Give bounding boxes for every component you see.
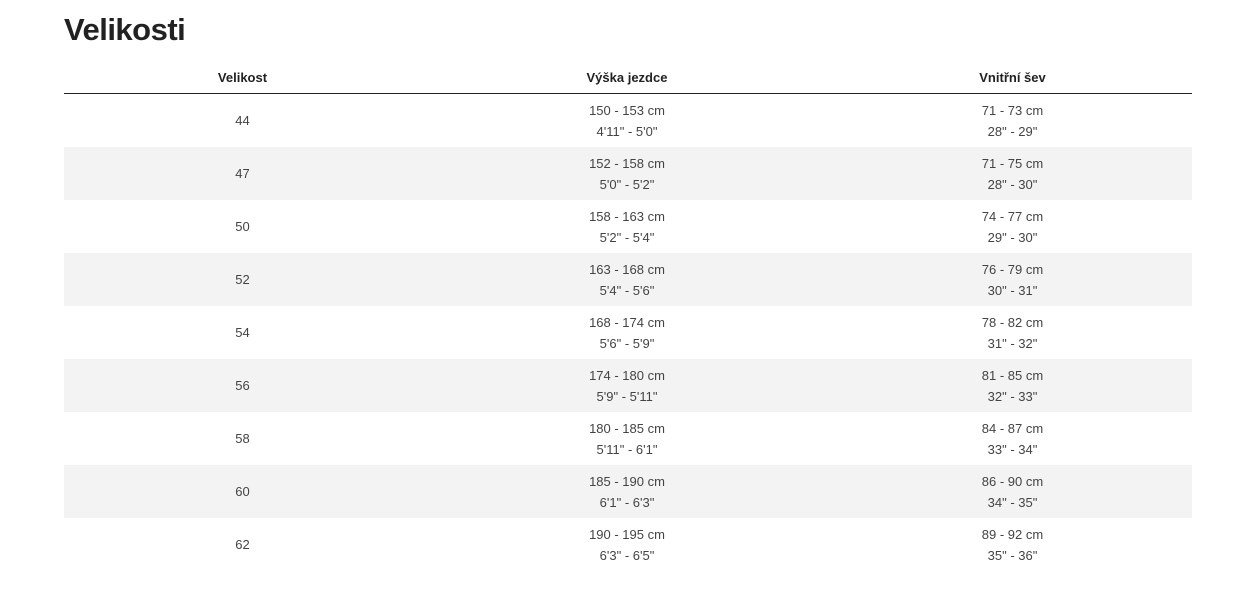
inseam-in: 33" - 34" <box>987 441 1038 457</box>
size-cell: 50 <box>64 200 421 253</box>
inseam-cm: 86 - 90 cm <box>981 473 1044 489</box>
height-ft: 6'3" - 6'5" <box>599 547 655 563</box>
height-ft: 5'0" - 5'2" <box>599 176 655 192</box>
inseam-in: 28" - 30" <box>987 176 1038 192</box>
size-cell: 54 <box>64 306 421 359</box>
height-ft: 5'4" - 5'6" <box>599 282 655 298</box>
height-ft: 5'11" - 6'1" <box>596 441 658 457</box>
size-cell: 52 <box>64 253 421 306</box>
height-cm: 158 - 163 cm <box>589 208 665 224</box>
rider-height-cell: 163 - 168 cm 5'4" - 5'6" <box>421 253 833 306</box>
inseam-cell: 86 - 90 cm 34" - 35" <box>833 465 1192 518</box>
size-value: 54 <box>235 325 250 340</box>
inseam-cm: 71 - 75 cm <box>981 155 1044 171</box>
inseam-cm: 74 - 77 cm <box>981 208 1044 224</box>
inseam-cell: 84 - 87 cm 33" - 34" <box>833 412 1192 465</box>
rider-height-cell: 190 - 195 cm 6'3" - 6'5" <box>421 518 833 571</box>
inseam-in: 32" - 33" <box>987 388 1038 404</box>
inseam-cm: 81 - 85 cm <box>981 367 1044 383</box>
inseam-in: 30" - 31" <box>987 282 1038 298</box>
height-cm: 180 - 185 cm <box>589 420 665 436</box>
height-cm: 150 - 153 cm <box>589 102 665 118</box>
inseam-cm: 76 - 79 cm <box>981 261 1044 277</box>
table-row: 56 174 - 180 cm 5'9" - 5'11" 81 - 85 cm 32" … <box>64 359 1192 412</box>
height-cm: 185 - 190 cm <box>589 473 665 489</box>
inseam-cell: 78 - 82 cm 31" - 32" <box>833 306 1192 359</box>
inseam-in: 29" - 30" <box>987 229 1038 245</box>
rider-height-cell: 150 - 153 cm 4'11" - 5'0" <box>421 94 833 148</box>
size-value: 44 <box>235 113 250 128</box>
size-value: 60 <box>235 484 250 499</box>
size-value: 62 <box>235 537 250 552</box>
rider-height-cell: 158 - 163 cm 5'2" - 5'4" <box>421 200 833 253</box>
table-row: 62 190 - 195 cm 6'3" - 6'5" 89 - 92 cm 35" -… <box>64 518 1192 571</box>
table-row: 60 185 - 190 cm 6'1" - 6'3" 86 - 90 cm 34" -… <box>64 465 1192 518</box>
size-cell: 44 <box>64 94 421 148</box>
size-cell: 56 <box>64 359 421 412</box>
inseam-cell: 76 - 79 cm 30" - 31" <box>833 253 1192 306</box>
size-table: Velikost Výška jezdce Vnitřní šev 44 150 … <box>64 62 1192 571</box>
inseam-cell: 89 - 92 cm 35" - 36" <box>833 518 1192 571</box>
rider-height-cell: 152 - 158 cm 5'0" - 5'2" <box>421 147 833 200</box>
size-value: 47 <box>235 166 250 181</box>
rider-height-cell: 185 - 190 cm 6'1" - 6'3" <box>421 465 833 518</box>
height-ft: 6'1" - 6'3" <box>599 494 655 510</box>
size-value: 50 <box>235 219 250 234</box>
size-cell: 58 <box>64 412 421 465</box>
size-value: 52 <box>235 272 250 287</box>
table-row: 54 168 - 174 cm 5'6" - 5'9" 78 - 82 cm 31" -… <box>64 306 1192 359</box>
size-cell: 60 <box>64 465 421 518</box>
inseam-cm: 78 - 82 cm <box>981 314 1044 330</box>
inseam-in: 28" - 29" <box>987 123 1038 139</box>
table-row: 50 158 - 163 cm 5'2" - 5'4" 74 - 77 cm 29" -… <box>64 200 1192 253</box>
size-value: 56 <box>235 378 250 393</box>
height-cm: 190 - 195 cm <box>589 526 665 542</box>
header-inseam: Vnitřní šev <box>833 62 1192 94</box>
height-cm: 163 - 168 cm <box>589 261 665 277</box>
inseam-in: 35" - 36" <box>987 547 1038 563</box>
height-ft: 4'11" - 5'0" <box>596 123 658 139</box>
height-cm: 152 - 158 cm <box>589 155 665 171</box>
inseam-cell: 71 - 75 cm 28" - 30" <box>833 147 1192 200</box>
header-rider-height: Výška jezdce <box>421 62 833 94</box>
height-cm: 174 - 180 cm <box>589 367 665 383</box>
height-ft: 5'9" - 5'11" <box>596 388 658 404</box>
table-row: 58 180 - 185 cm 5'11" - 6'1" 84 - 87 cm 33" … <box>64 412 1192 465</box>
inseam-cell: 81 - 85 cm 32" - 33" <box>833 359 1192 412</box>
size-cell: 47 <box>64 147 421 200</box>
page-title: Velikosti <box>64 12 186 47</box>
rider-height-cell: 174 - 180 cm 5'9" - 5'11" <box>421 359 833 412</box>
header-size: Velikost <box>64 62 421 94</box>
size-cell: 62 <box>64 518 421 571</box>
size-value: 58 <box>235 431 250 446</box>
rider-height-cell: 180 - 185 cm 5'11" - 6'1" <box>421 412 833 465</box>
table-header-row: Velikost Výška jezdce Vnitřní šev <box>64 62 1192 94</box>
inseam-cell: 71 - 73 cm 28" - 29" <box>833 94 1192 148</box>
table-row: 52 163 - 168 cm 5'4" - 5'6" 76 - 79 cm 30" -… <box>64 253 1192 306</box>
inseam-in: 31" - 32" <box>987 335 1038 351</box>
inseam-cm: 89 - 92 cm <box>981 526 1044 542</box>
inseam-in: 34" - 35" <box>987 494 1038 510</box>
height-cm: 168 - 174 cm <box>589 314 665 330</box>
rider-height-cell: 168 - 174 cm 5'6" - 5'9" <box>421 306 833 359</box>
height-ft: 5'6" - 5'9" <box>599 335 655 351</box>
table-row: 44 150 - 153 cm 4'11" - 5'0" 71 - 73 cm 28" … <box>64 94 1192 148</box>
table-row: 47 152 - 158 cm 5'0" - 5'2" 71 - 75 cm 28" -… <box>64 147 1192 200</box>
inseam-cm: 84 - 87 cm <box>981 420 1044 436</box>
height-ft: 5'2" - 5'4" <box>599 229 655 245</box>
inseam-cm: 71 - 73 cm <box>981 102 1044 118</box>
inseam-cell: 74 - 77 cm 29" - 30" <box>833 200 1192 253</box>
